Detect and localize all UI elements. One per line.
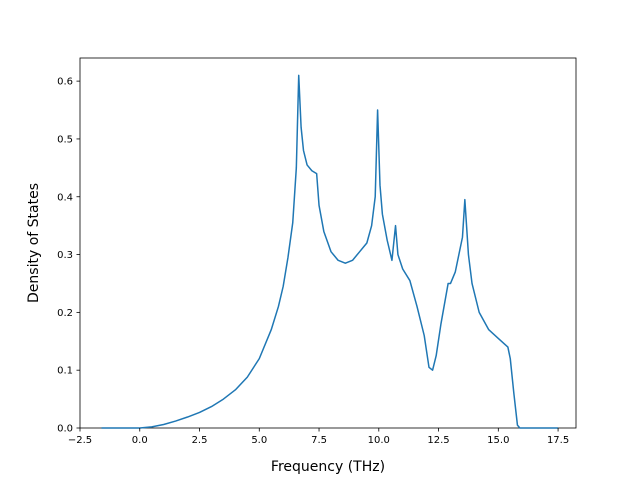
x-tick-label: 5.0: [251, 435, 267, 446]
x-tick-label: 15.0: [487, 435, 509, 446]
x-tick-label: 17.5: [547, 435, 569, 446]
y-tick-label: 0.2: [57, 308, 73, 319]
x-tick-label: 0.0: [132, 435, 148, 446]
x-tick-label: 10.0: [368, 435, 390, 446]
y-tick-label: 0.3: [57, 250, 73, 261]
y-axis-label: Density of States: [26, 183, 42, 303]
y-tick-label: 0.1: [57, 366, 73, 377]
x-tick-label: 12.5: [427, 435, 449, 446]
x-tick-label: 7.5: [311, 435, 327, 446]
plot-area: [79, 57, 577, 429]
x-axis-ticks: −2.5 0.0 2.5 5.0 7.5 10.0 12.5 15.0 17.5: [68, 428, 569, 446]
y-tick-label: 0.5: [57, 134, 73, 145]
y-tick-label: 0.0: [57, 424, 73, 435]
x-axis-label: Frequency (THz): [271, 459, 385, 475]
y-axis-ticks: 0.0 0.1 0.2 0.3 0.4 0.5 0.6: [57, 77, 80, 435]
x-tick-label: −2.5: [68, 435, 92, 446]
axes-frame: [79, 57, 577, 429]
x-tick-label: 2.5: [192, 435, 208, 446]
y-tick-label: 0.6: [57, 77, 73, 88]
y-tick-label: 0.4: [57, 192, 73, 203]
dos-series-line: [101, 74, 559, 429]
